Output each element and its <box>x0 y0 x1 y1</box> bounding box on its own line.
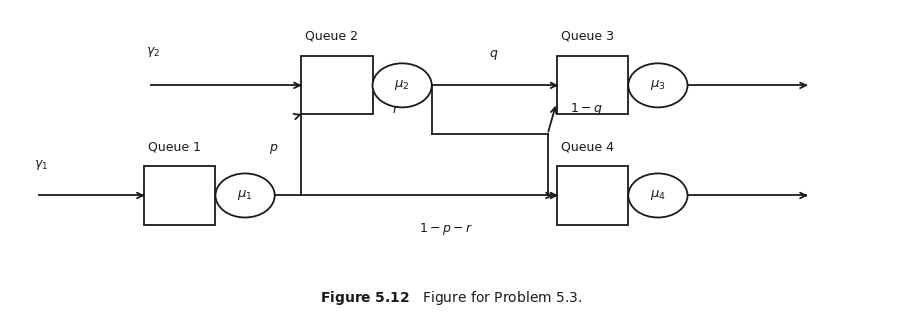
Text: Queue 4: Queue 4 <box>560 140 613 153</box>
Text: $1-q$: $1-q$ <box>569 101 602 117</box>
Text: Queue 3: Queue 3 <box>560 30 613 43</box>
Ellipse shape <box>628 63 686 107</box>
FancyBboxPatch shape <box>556 56 628 115</box>
Ellipse shape <box>216 173 274 217</box>
Text: $\mu_3$: $\mu_3$ <box>649 78 665 92</box>
Text: $r$: $r$ <box>391 103 400 116</box>
Text: $1-p-r$: $1-p-r$ <box>419 221 474 237</box>
Ellipse shape <box>628 173 686 217</box>
Text: $q$: $q$ <box>489 48 498 62</box>
FancyBboxPatch shape <box>300 56 373 115</box>
FancyBboxPatch shape <box>143 166 216 225</box>
Ellipse shape <box>373 63 431 107</box>
Text: Queue 2: Queue 2 <box>305 30 358 43</box>
Text: $\gamma_1$: $\gamma_1$ <box>34 158 49 172</box>
Text: $p$: $p$ <box>269 142 278 156</box>
Text: $\mu_1$: $\mu_1$ <box>237 188 253 202</box>
Text: $\bf{Figure\ 5.12}$   Figure for Problem 5.3.: $\bf{Figure\ 5.12}$ Figure for Problem 5… <box>320 289 582 307</box>
Text: $\gamma_2$: $\gamma_2$ <box>146 45 161 59</box>
FancyBboxPatch shape <box>556 166 628 225</box>
Text: Queue 1: Queue 1 <box>148 140 201 153</box>
Text: $\mu_2$: $\mu_2$ <box>394 78 410 92</box>
Text: $\mu_4$: $\mu_4$ <box>649 188 665 202</box>
